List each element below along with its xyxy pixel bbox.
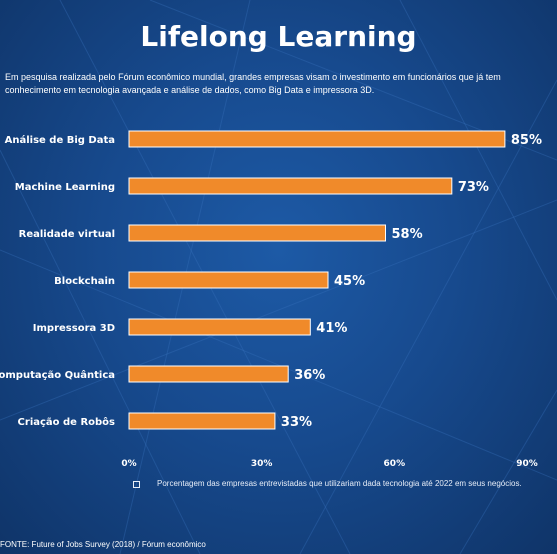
bar bbox=[128, 271, 329, 289]
value-label: 36% bbox=[294, 368, 325, 383]
category-label: Análise de Big Data bbox=[5, 134, 115, 146]
legend-checkbox-icon bbox=[133, 481, 140, 488]
value-label: 45% bbox=[334, 274, 365, 289]
value-label: 41% bbox=[316, 321, 347, 336]
x-tick-label: 60% bbox=[384, 459, 406, 469]
bar bbox=[128, 318, 311, 336]
bar bbox=[128, 177, 453, 195]
value-label: 85% bbox=[511, 133, 542, 148]
bar bbox=[128, 130, 506, 148]
bar bbox=[128, 224, 386, 242]
legend: Porcentagem das empresas entrevistadas q… bbox=[133, 478, 533, 490]
value-label: 58% bbox=[391, 227, 422, 242]
x-tick-label: 0% bbox=[121, 459, 136, 469]
intro-line-2: conhecimento em tecnologia avançada e an… bbox=[5, 85, 375, 95]
intro-line-1: Em pesquisa realizada pelo Fórum econômi… bbox=[5, 72, 501, 82]
bar bbox=[128, 412, 276, 430]
source-note: FONTE: Future of Jobs Survey (2018) / Fó… bbox=[0, 540, 206, 549]
category-label: Blockchain bbox=[54, 276, 115, 287]
x-tick-label: 30% bbox=[251, 459, 273, 469]
chart-title: Lifelong Learning bbox=[140, 20, 417, 53]
intro-text: Em pesquisa realizada pelo Fórum econômi… bbox=[5, 71, 557, 97]
category-label: Realidade virtual bbox=[19, 229, 115, 240]
category-label: Machine Learning bbox=[15, 182, 115, 193]
category-label: Impressora 3D bbox=[33, 323, 115, 334]
category-label: Computação Quântica bbox=[0, 369, 115, 381]
value-label: 73% bbox=[458, 180, 489, 195]
bar bbox=[128, 365, 289, 383]
category-label: Criação de Robôs bbox=[18, 416, 115, 428]
x-tick-label: 90% bbox=[516, 459, 538, 469]
legend-text: Porcentagem das empresas entrevistadas q… bbox=[157, 479, 522, 488]
value-label: 33% bbox=[281, 415, 312, 430]
